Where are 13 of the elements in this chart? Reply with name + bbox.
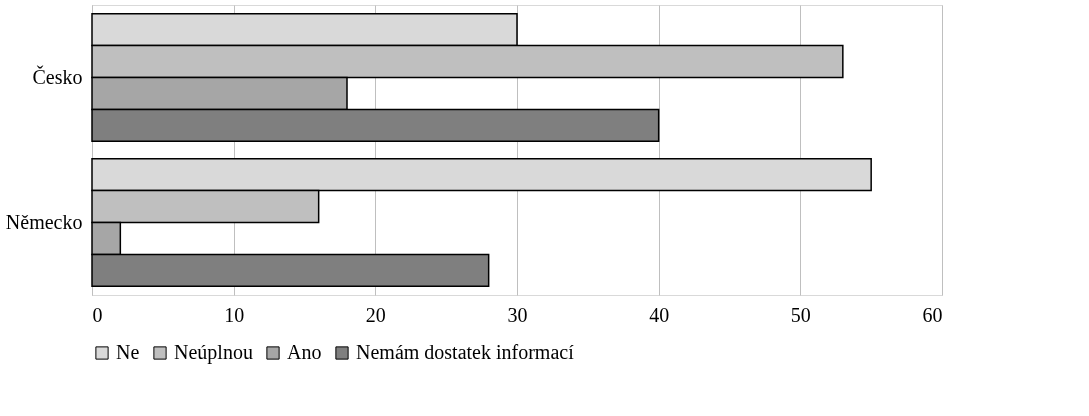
legend-label: Ano [287, 341, 322, 363]
x-tick-label: 20 [365, 303, 386, 326]
x-tick-label: 60 [922, 303, 943, 326]
x-tick-label: 50 [790, 303, 811, 326]
x-tick-label: 30 [507, 303, 528, 326]
x-tick-label: 0 [92, 303, 103, 326]
y-tick-label: Německo [5, 210, 83, 233]
legend-label: Nemám dostatek informací [356, 341, 575, 363]
legend-label: Neúplnou [174, 341, 253, 364]
x-tick-label: 10 [224, 303, 245, 326]
y-tick-label: Česko [32, 64, 83, 88]
legend-label: Ne [116, 341, 140, 363]
x-tick-label: 40 [649, 303, 670, 326]
